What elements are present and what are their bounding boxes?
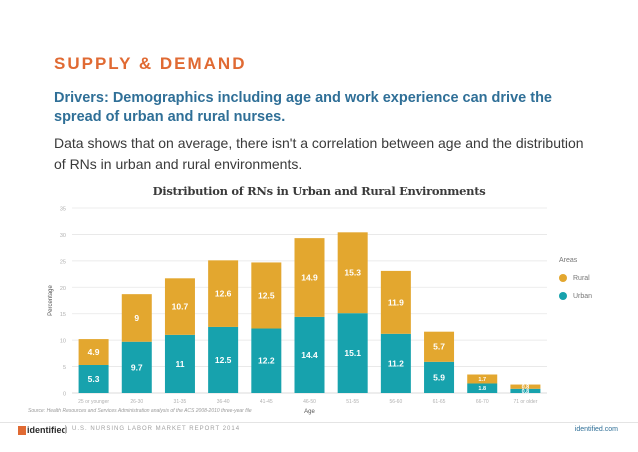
legend-item-urban: Urban — [559, 292, 592, 300]
urban-bar — [380, 333, 411, 393]
urban-bar — [294, 316, 325, 393]
rural-data-label: 14.9 — [301, 272, 318, 282]
y-tick-label: 15 — [60, 312, 66, 318]
x-tick-label: 36-40 — [217, 399, 230, 405]
urban-bar — [251, 328, 282, 393]
rural-bar — [294, 238, 325, 317]
company-logo[interactable]: identified — [18, 425, 67, 435]
y-tick-label: 20 — [60, 286, 66, 292]
x-tick-label: 71 or older — [513, 399, 537, 405]
urban-data-label: 1.8 — [478, 386, 486, 392]
chart-legend: Areas Rural Urban — [559, 257, 592, 310]
source-note: Source: Health Resources and Services Ad… — [28, 408, 252, 414]
rural-data-label: 1.7 — [478, 377, 486, 383]
x-tick-label: 51-55 — [346, 399, 359, 405]
legend-swatch-urban — [559, 292, 567, 300]
rural-data-label: 4.9 — [88, 347, 100, 357]
x-tick-label: 46-50 — [303, 399, 316, 405]
urban-data-label: 12.2 — [258, 356, 275, 366]
rural-data-label: 11.9 — [388, 297, 404, 307]
legend-item-rural: Rural — [559, 274, 592, 282]
body-text: Data shows that on average, there isn't … — [54, 135, 584, 172]
logo-text: identified — [27, 425, 67, 435]
legend-label-urban: Urban — [573, 292, 593, 300]
urban-bar — [510, 388, 541, 393]
x-tick-label: 25 or younger — [78, 399, 109, 405]
urban-data-label: 5.9 — [433, 372, 445, 382]
urban-bar — [208, 326, 239, 393]
section-title: SUPPLY & DEMAND — [54, 54, 247, 73]
headline: Drivers: Demographics including age and … — [54, 90, 552, 125]
y-tick-label: 5 — [63, 365, 66, 371]
footer-divider — [0, 422, 638, 423]
y-tick-label: 30 — [60, 233, 66, 239]
rural-data-label: 12.5 — [258, 290, 275, 300]
chart-title: Distribution of RNs in Urban and Rural E… — [152, 184, 486, 198]
footer-url-link[interactable]: identified.com — [574, 426, 618, 433]
urban-data-label: 5.3 — [88, 374, 100, 384]
rural-data-label: 15.3 — [344, 268, 361, 278]
rural-data-label: 10.7 — [172, 302, 189, 312]
rural-bar — [121, 294, 152, 342]
urban-data-label: 0.8 — [522, 389, 530, 395]
rural-bar — [424, 331, 455, 362]
urban-data-label: 15.1 — [344, 348, 361, 358]
rural-bar — [337, 232, 368, 314]
legend-label-rural: Rural — [573, 274, 590, 282]
rural-bar — [78, 339, 109, 365]
x-tick-label: 56-60 — [389, 399, 402, 405]
x-tick-label: 41-45 — [260, 399, 273, 405]
urban-bar — [424, 361, 455, 393]
y-tick-label: 10 — [60, 339, 66, 345]
urban-data-label: 11.2 — [388, 358, 404, 368]
x-tick-label: 31-35 — [174, 399, 187, 405]
rural-data-label: 12.6 — [215, 289, 232, 299]
urban-data-label: 14.4 — [301, 350, 318, 360]
urban-bar — [467, 383, 498, 393]
urban-data-label: 12.5 — [215, 355, 232, 365]
x-tick-label: 26-30 — [130, 399, 143, 405]
footer-report-title: U.S. NURSING LABOR MARKET REPORT 2014 — [72, 426, 241, 432]
x-tick-label: 61-65 — [433, 399, 446, 405]
footer-separator — [65, 425, 66, 434]
rural-bar — [251, 262, 282, 329]
legend-title: Areas — [559, 257, 578, 264]
rural-bar — [510, 384, 541, 389]
rural-bar — [164, 278, 195, 335]
x-axis-label: Age — [304, 409, 315, 415]
x-tick-label: 66-70 — [476, 399, 489, 405]
rural-bar — [467, 374, 498, 384]
legend-swatch-rural — [559, 274, 567, 282]
rural-data-label: 9 — [134, 313, 139, 323]
y-axis-label: Percentage — [48, 285, 54, 316]
y-tick-label: 25 — [60, 259, 66, 265]
urban-data-label: 9.7 — [131, 362, 143, 372]
rural-bar — [208, 260, 239, 327]
rural-data-label: 5.7 — [433, 342, 445, 352]
urban-data-label: 11 — [175, 359, 184, 369]
rural-bar — [380, 270, 411, 334]
urban-bar — [121, 341, 152, 393]
y-tick-label: 0 — [63, 392, 66, 398]
y-tick-label: 35 — [60, 207, 66, 213]
rural-data-label: 0.8 — [522, 385, 530, 391]
urban-bar — [337, 313, 368, 393]
urban-bar — [78, 364, 109, 393]
logo-mark-icon — [18, 425, 26, 435]
urban-bar — [164, 334, 195, 393]
